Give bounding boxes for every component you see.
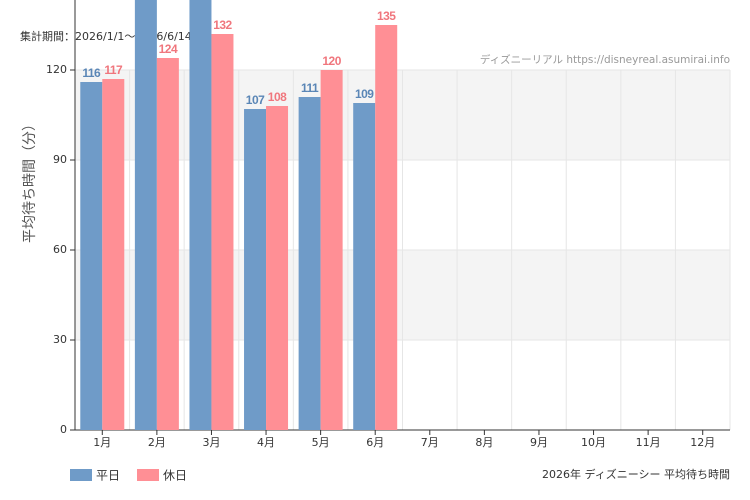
bar: [156, 58, 179, 430]
x-tick-label: 8月: [475, 436, 493, 449]
legend-swatch: [137, 469, 159, 481]
x-tick-label: 2月: [148, 436, 166, 449]
x-tick-label: 5月: [312, 436, 330, 449]
bar: [211, 34, 234, 430]
y-axis-label: 平均待ち時間（分）: [22, 117, 38, 243]
bar: [266, 106, 289, 430]
value-label: 132: [213, 18, 232, 32]
value-label: 120: [322, 54, 341, 68]
x-tick-label: 11月: [636, 436, 661, 449]
bar: [320, 70, 343, 430]
x-tick-label: 10月: [581, 436, 606, 449]
bar: [298, 97, 321, 430]
bar: [189, 0, 212, 430]
legend-swatch: [70, 469, 92, 481]
bar: [134, 0, 157, 430]
value-label: 124: [159, 42, 178, 56]
bar: [353, 103, 376, 430]
value-label: 111: [301, 81, 319, 95]
value-label: 116: [82, 66, 101, 80]
subtitle: 集計期間：2026/1/1～2026/6/14: [20, 29, 192, 43]
legend-label: 平日: [96, 469, 120, 483]
bar: [244, 109, 267, 430]
y-tick-label: 30: [53, 333, 67, 346]
x-tick-label: 3月: [202, 436, 220, 449]
x-tick-label: 4月: [257, 436, 275, 449]
chart-title: 2026年 ディズニーシー 平均待ち時間: [542, 467, 730, 481]
value-label: 107: [246, 93, 265, 107]
bar: [80, 82, 103, 430]
bar: [375, 25, 398, 430]
source: ディズニーリアル https://disneyreal.asumirai.inf…: [480, 53, 730, 66]
value-label: 135: [377, 9, 396, 23]
value-label: 108: [268, 90, 287, 104]
x-tick-label: 6月: [366, 436, 384, 449]
bar: [102, 79, 125, 430]
y-tick-label: 0: [60, 423, 67, 436]
y-tick-label: 60: [53, 243, 67, 256]
value-label: 109: [355, 87, 374, 101]
y-tick-label: 120: [46, 63, 67, 76]
legend-label: 休日: [163, 469, 187, 483]
x-tick-label: 1月: [93, 436, 111, 449]
x-tick-label: 12月: [690, 436, 715, 449]
y-tick-label: 90: [53, 153, 67, 166]
value-label: 117: [104, 63, 123, 77]
x-tick-label: 9月: [530, 436, 548, 449]
x-tick-label: 7月: [421, 436, 439, 449]
